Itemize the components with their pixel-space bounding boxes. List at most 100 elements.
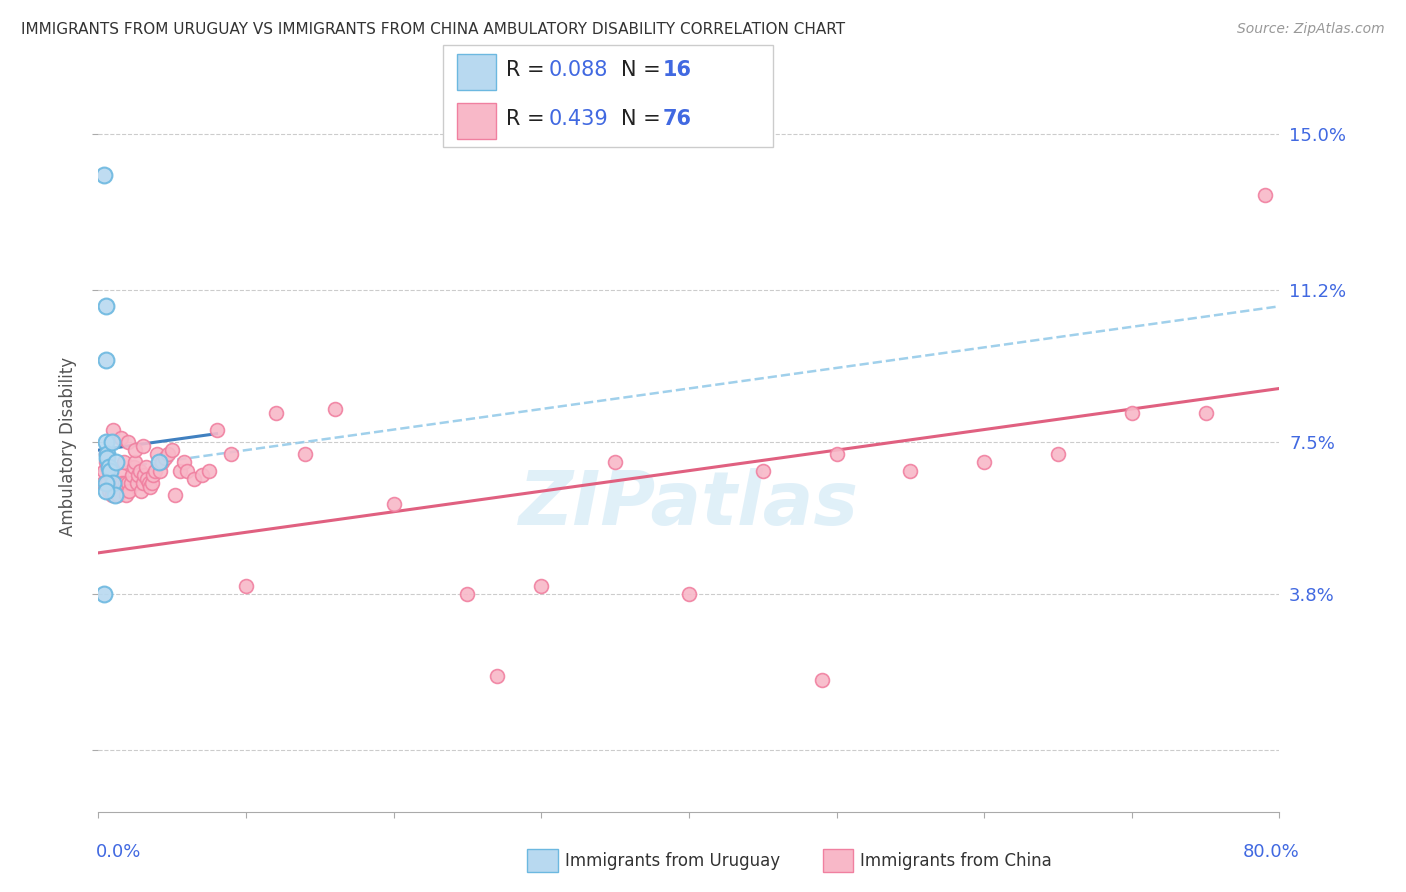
Point <box>382 496 405 510</box>
Point <box>97 459 120 474</box>
Point <box>143 464 166 478</box>
Point <box>112 455 135 469</box>
Point <box>129 484 152 499</box>
Point <box>105 475 128 490</box>
Point <box>124 443 146 458</box>
Point <box>94 299 117 313</box>
Y-axis label: Ambulatory Disability: Ambulatory Disability <box>59 357 77 535</box>
Point <box>235 579 257 593</box>
Point <box>135 459 157 474</box>
Point <box>97 484 120 499</box>
Point <box>100 488 122 502</box>
Point <box>103 423 125 437</box>
Text: 80.0%: 80.0% <box>1243 843 1299 861</box>
Point <box>323 402 346 417</box>
Point <box>221 447 243 461</box>
Point <box>103 475 125 490</box>
Point <box>205 423 228 437</box>
Point <box>96 451 118 466</box>
Text: Immigrants from China: Immigrants from China <box>860 852 1052 870</box>
Point <box>752 464 775 478</box>
Point <box>900 464 922 478</box>
Point <box>121 467 143 482</box>
Point <box>486 669 509 683</box>
Point <box>810 673 832 688</box>
Text: IMMIGRANTS FROM URUGUAY VS IMMIGRANTS FROM CHINA AMBULATORY DISABILITY CORRELATI: IMMIGRANTS FROM URUGUAY VS IMMIGRANTS FR… <box>21 22 845 37</box>
Point <box>141 475 163 490</box>
Point <box>115 488 138 502</box>
Point <box>108 475 131 490</box>
Point <box>128 464 150 478</box>
Point <box>530 579 553 593</box>
Text: R =: R = <box>506 110 551 129</box>
Point <box>605 455 627 469</box>
Point <box>94 434 117 449</box>
Point <box>457 587 479 601</box>
Point <box>94 352 117 367</box>
Point <box>1121 406 1143 420</box>
Point <box>98 467 121 482</box>
Point <box>149 464 172 478</box>
Point <box>162 443 183 458</box>
Point <box>96 447 118 461</box>
Point <box>165 488 187 502</box>
Point <box>110 431 132 445</box>
Point <box>198 464 221 478</box>
Point <box>98 464 121 478</box>
Point <box>111 475 134 490</box>
Point <box>139 480 162 494</box>
Point <box>173 455 195 469</box>
Point <box>825 447 848 461</box>
Point <box>103 475 125 490</box>
Text: ZIPatlas: ZIPatlas <box>519 468 859 541</box>
Point <box>183 472 205 486</box>
Point <box>1254 188 1277 202</box>
Point <box>124 455 146 469</box>
Text: 0.088: 0.088 <box>548 61 607 80</box>
Text: 16: 16 <box>662 61 692 80</box>
Point <box>114 475 136 490</box>
Point <box>138 475 160 490</box>
Point <box>134 467 156 482</box>
Point <box>93 587 115 601</box>
Point <box>93 168 115 182</box>
Point <box>110 467 132 482</box>
Point <box>191 467 214 482</box>
Point <box>136 472 159 486</box>
Point <box>94 475 117 490</box>
Point <box>94 447 117 461</box>
Point <box>100 434 122 449</box>
Point <box>96 475 118 490</box>
Point <box>132 439 155 453</box>
Point <box>118 484 141 499</box>
Point <box>127 467 149 482</box>
Point <box>104 484 127 499</box>
Point <box>125 475 148 490</box>
Point <box>146 447 169 461</box>
Text: 76: 76 <box>662 110 692 129</box>
Point <box>117 475 139 490</box>
Text: N =: N = <box>621 61 668 80</box>
Point <box>107 488 129 502</box>
Text: 0.0%: 0.0% <box>96 843 141 861</box>
Point <box>1046 447 1070 461</box>
Point <box>1195 406 1218 420</box>
Point <box>150 455 173 469</box>
Point <box>93 464 115 478</box>
Point <box>156 447 179 461</box>
Point <box>122 459 145 474</box>
Point <box>264 406 287 420</box>
Point <box>132 475 155 490</box>
Point <box>973 455 995 469</box>
Text: Source: ZipAtlas.com: Source: ZipAtlas.com <box>1237 22 1385 37</box>
Point <box>169 464 191 478</box>
Point <box>148 455 170 469</box>
Point <box>91 475 114 490</box>
Point <box>678 587 700 601</box>
Point <box>153 451 176 466</box>
Text: 0.439: 0.439 <box>548 110 607 129</box>
Text: Immigrants from Uruguay: Immigrants from Uruguay <box>565 852 780 870</box>
Point <box>104 488 127 502</box>
Text: R =: R = <box>506 61 551 80</box>
Point <box>105 455 128 469</box>
